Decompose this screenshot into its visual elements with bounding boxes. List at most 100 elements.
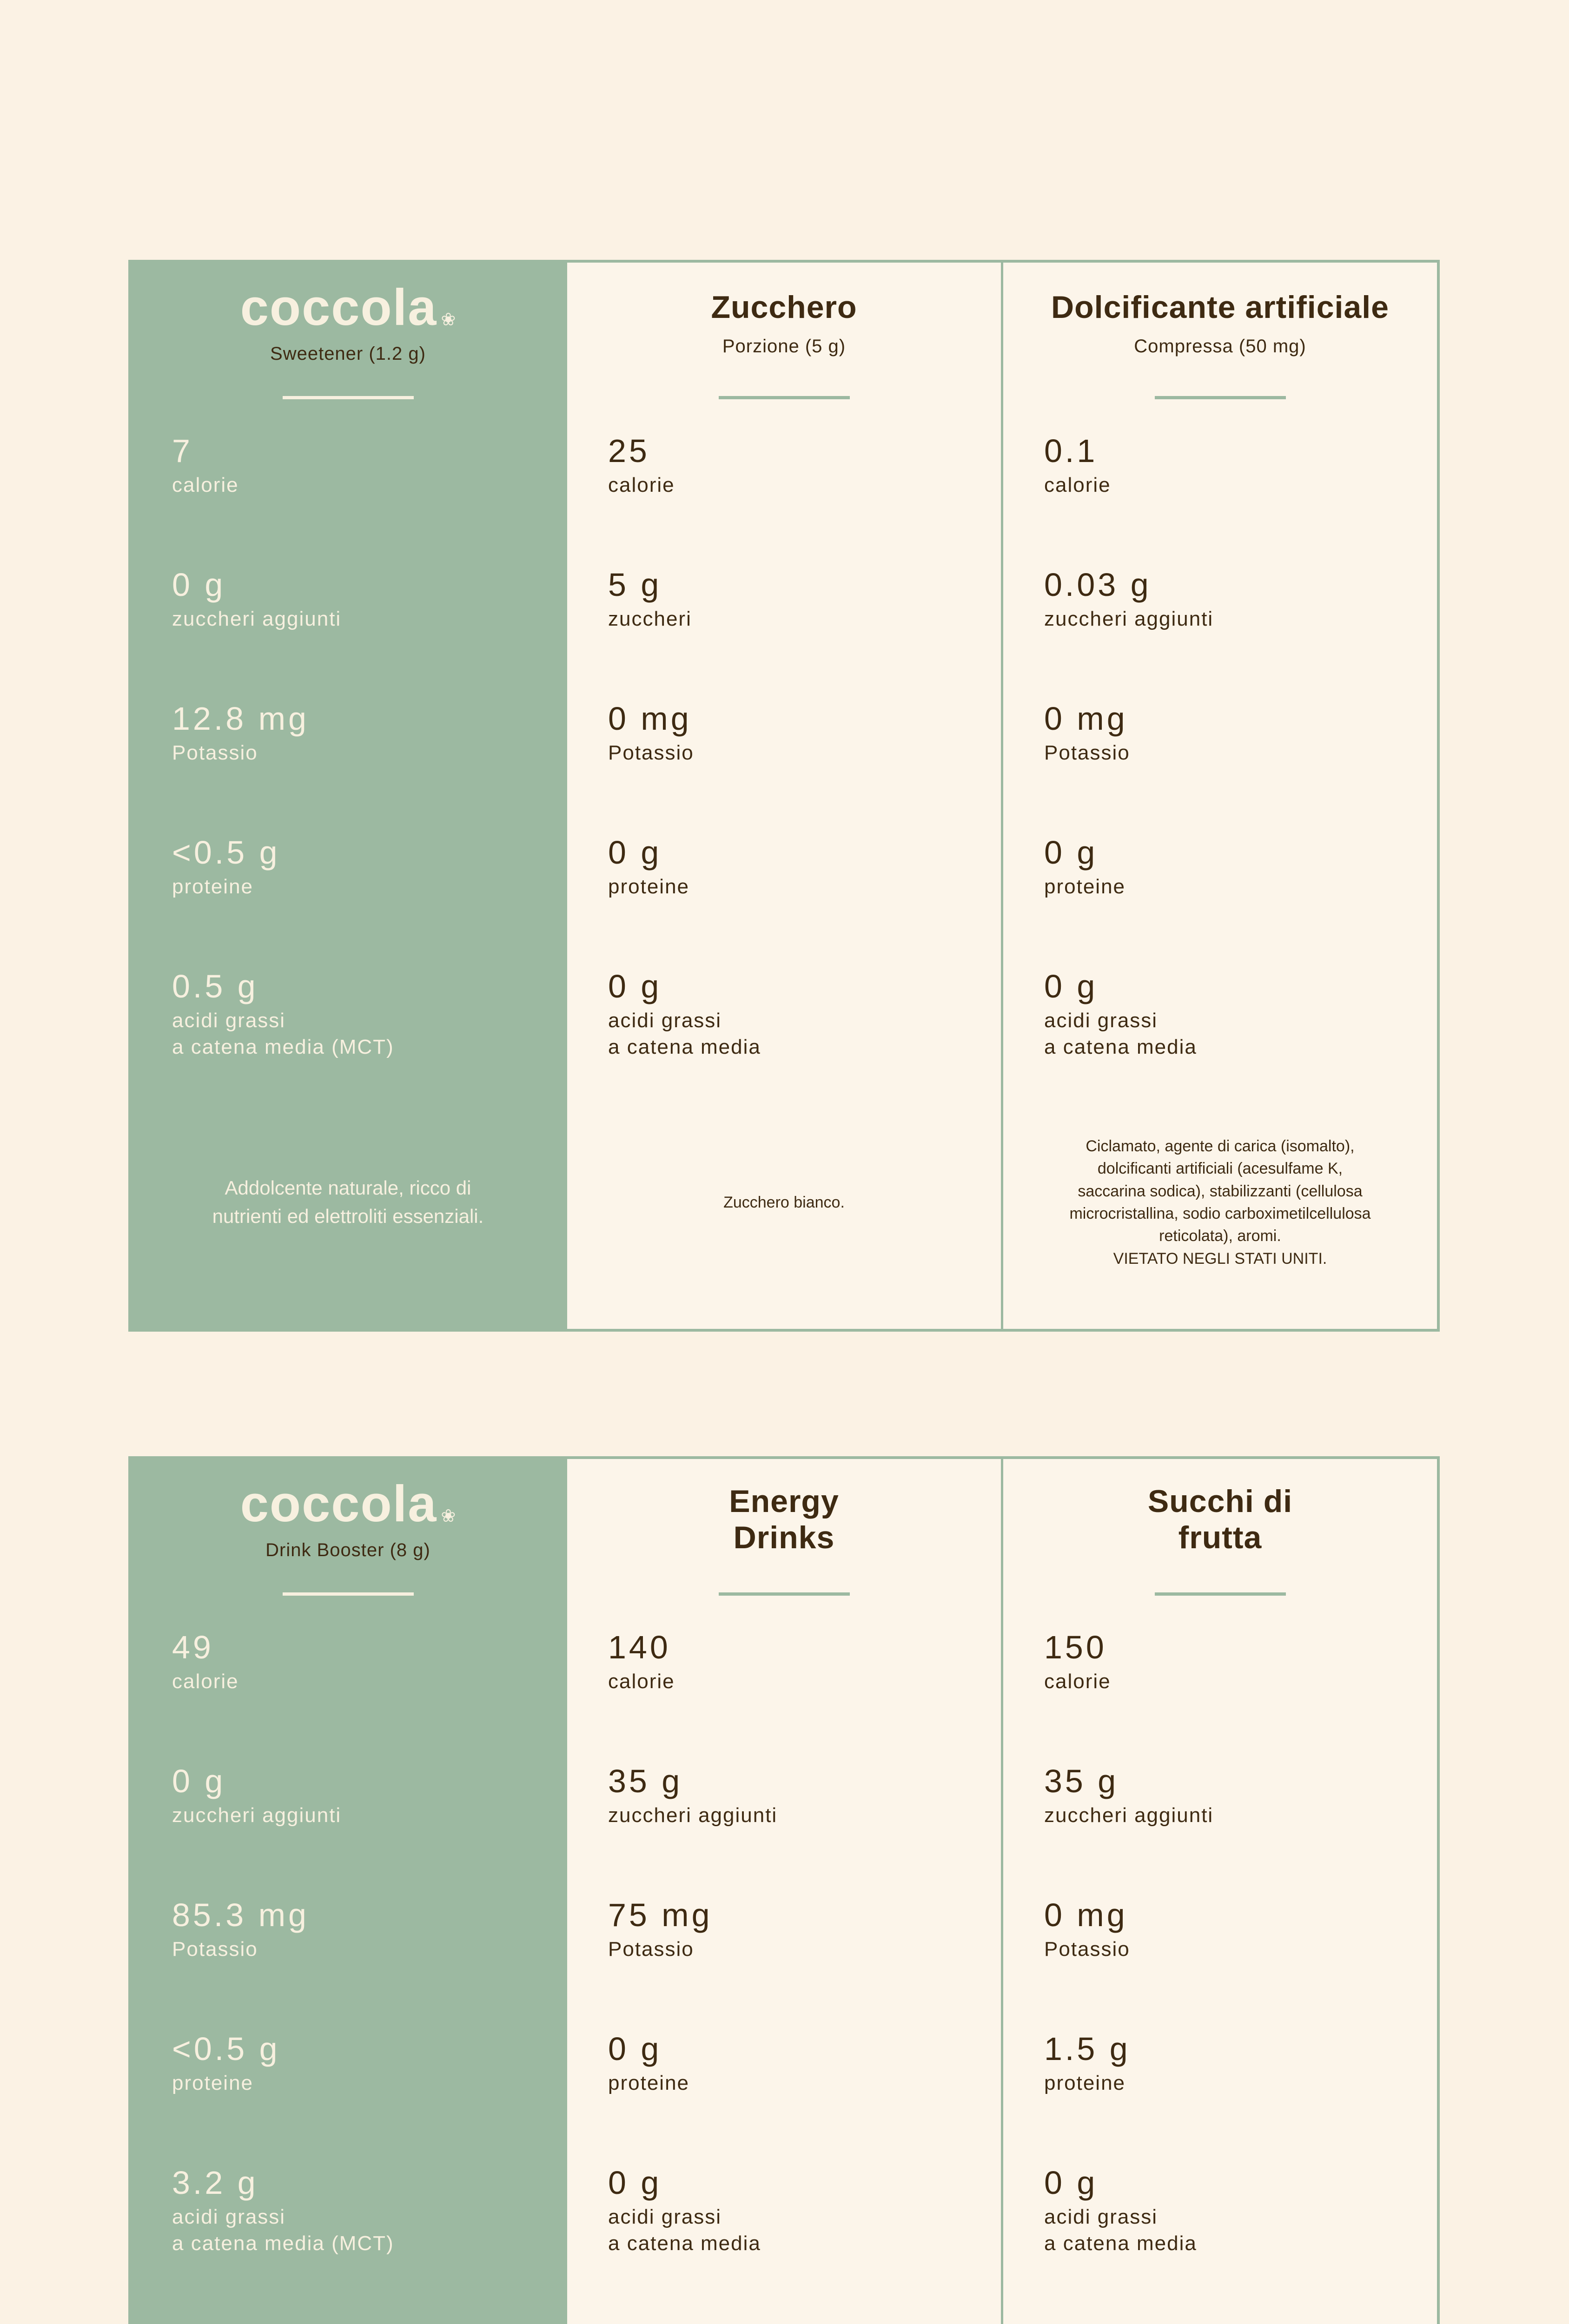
stat-mct: 0 g acidi grassi a catena media	[1044, 2166, 1418, 2300]
stat-label: Potassio	[1044, 1938, 1130, 1961]
note-text: Zucchero bianco.	[723, 1193, 845, 1211]
flower-icon: ❀	[441, 1506, 456, 1526]
column-artificial-sweetener: Dolcificante artificiale Compressa (50 m…	[1001, 263, 1437, 1329]
column-header: Dolcificante artificiale Compressa (50 m…	[1003, 263, 1437, 425]
stat-value: 150	[1044, 1629, 1107, 1665]
stat-protein: 0 g proteine	[608, 836, 982, 970]
note-text: Addolcente naturale, ricco di nutrienti …	[212, 1177, 484, 1227]
stat-protein: 0 g proteine	[1044, 836, 1418, 970]
stat-value: 0 g	[172, 1763, 226, 1799]
stat-value: 25	[608, 433, 650, 469]
stat-label: Potassio	[1044, 741, 1130, 764]
stat-protein: 0 g proteine	[608, 2033, 982, 2166]
column-fruit-juices: Succhi di frutta 150 calorie 35 g zucche…	[1001, 1459, 1437, 2324]
stat-label: Potassio	[608, 1938, 694, 1961]
stats-list: 49 calorie 0 g zuccheri aggiunti 85.3 mg…	[131, 1631, 565, 2300]
stat-value: 12.8 mg	[172, 700, 309, 737]
column-title: Zucchero	[711, 290, 857, 325]
stat-potassium: 12.8 mg Potassio	[172, 702, 546, 836]
stat-value: 7	[172, 433, 193, 469]
stat-value: 0 g	[608, 834, 662, 871]
stat-value: 0 g	[1044, 968, 1098, 1004]
stat-potassium: 75 mg Potassio	[608, 1899, 982, 2033]
stat-label: proteine	[172, 875, 254, 898]
stat-label: acidi grassi a catena media (MCT)	[172, 2205, 394, 2255]
stat-potassium: 0 mg Potassio	[608, 702, 982, 836]
stats-list: 25 calorie 5 g zuccheri 0 mg Potassio 0 …	[567, 435, 1001, 1104]
stat-added-sugar: 0 g zuccheri aggiunti	[172, 1765, 546, 1899]
stat-mct: 0.5 g acidi grassi a catena media (MCT)	[172, 970, 546, 1104]
comparison-card-drink-booster: coccola ❀ Drink Booster (8 g) 49 calorie…	[128, 1456, 1440, 2324]
note-text: Ciclamato, agente di carica (isomalto), …	[1069, 1137, 1371, 1268]
stat-calories: 140 calorie	[608, 1631, 982, 1765]
stat-label: proteine	[1044, 875, 1126, 898]
serving-size-label: Porzione (5 g)	[722, 336, 846, 357]
brand-logo: coccola	[240, 278, 437, 336]
stat-value: 35 g	[1044, 1763, 1119, 1799]
stat-sugar: 5 g zuccheri	[608, 568, 982, 702]
stat-label: calorie	[1044, 1670, 1111, 1693]
stat-label: calorie	[172, 474, 239, 496]
stat-potassium: 85.3 mg Potassio	[172, 1899, 546, 2033]
column-note: Zucchero bianco.	[567, 1104, 1001, 1329]
stat-label: proteine	[608, 2072, 690, 2094]
stat-value: 0.5 g	[172, 968, 258, 1004]
column-title: Succhi di frutta	[1147, 1483, 1293, 1555]
stat-label: Potassio	[172, 741, 258, 764]
column-header: Zucchero Porzione (5 g)	[567, 263, 1001, 425]
stat-calories: 7 calorie	[172, 435, 546, 568]
stat-mct: 0 g acidi grassi a catena media	[1044, 970, 1418, 1104]
stat-value: 49	[172, 1629, 214, 1665]
stat-value: 0 mg	[1044, 700, 1128, 737]
column-header: coccola ❀ Drink Booster (8 g)	[131, 1459, 565, 1622]
brand-logo-row: coccola ❀	[240, 1478, 456, 1530]
stat-protein: 1.5 g proteine	[1044, 2033, 1418, 2166]
stat-value: 3.2 g	[172, 2165, 258, 2201]
column-title: Energy Drinks	[729, 1483, 839, 1555]
stats-list: 150 calorie 35 g zuccheri aggiunti 0 mg …	[1003, 1631, 1437, 2300]
stat-label: acidi grassi a catena media	[608, 1009, 761, 1059]
stat-label: proteine	[1044, 2072, 1126, 2094]
header-divider	[1154, 396, 1286, 399]
stat-value: <0.5 g	[172, 2031, 280, 2067]
comparison-card-sweetener: coccola ❀ Sweetener (1.2 g) 7 calorie 0 …	[128, 260, 1440, 1332]
stat-potassium: 0 mg Potassio	[1044, 1899, 1418, 2033]
stat-mct: 3.2 g acidi grassi a catena media (MCT)	[172, 2166, 546, 2300]
stat-label: calorie	[608, 474, 675, 496]
stats-list: 140 calorie 35 g zuccheri aggiunti 75 mg…	[567, 1631, 1001, 2300]
stat-label: Potassio	[608, 741, 694, 764]
stat-label: zuccheri aggiunti	[1044, 1804, 1214, 1827]
column-header: Succhi di frutta	[1003, 1459, 1437, 1622]
stat-added-sugar: 0.03 g zuccheri aggiunti	[1044, 568, 1418, 702]
stat-value: 0 g	[608, 2165, 662, 2201]
stat-value: 1.5 g	[1044, 2031, 1131, 2067]
stat-value: 140	[608, 1629, 671, 1665]
column-energy-drinks: Energy Drinks 140 calorie 35 g zuccheri …	[565, 1459, 1001, 2324]
stat-label: zuccheri aggiunti	[1044, 607, 1214, 630]
brand-logo-row: coccola ❀	[240, 282, 456, 333]
stat-value: 0.1	[1044, 433, 1098, 469]
stat-label: calorie	[172, 1670, 239, 1693]
stat-added-sugar: 35 g zuccheri aggiunti	[608, 1765, 982, 1899]
stat-label: acidi grassi a catena media (MCT)	[172, 1009, 394, 1059]
serving-size-label: Drink Booster (8 g)	[265, 1539, 430, 1560]
stat-label: Potassio	[172, 1938, 258, 1961]
column-header: coccola ❀ Sweetener (1.2 g)	[131, 263, 565, 425]
column-brand-drink-booster: coccola ❀ Drink Booster (8 g) 49 calorie…	[131, 1459, 565, 2324]
stat-value: 0 mg	[1044, 1897, 1128, 1933]
stat-added-sugar: 35 g zuccheri aggiunti	[1044, 1765, 1418, 1899]
header-divider	[282, 396, 414, 399]
stat-value: 0 g	[172, 567, 226, 603]
serving-size-label: Sweetener (1.2 g)	[270, 343, 426, 364]
stat-label: acidi grassi a catena media	[1044, 2205, 1197, 2255]
stat-mct: 0 g acidi grassi a catena media	[608, 2166, 982, 2300]
stat-value: 0 g	[1044, 2165, 1098, 2201]
stat-added-sugar: 0 g zuccheri aggiunti	[172, 568, 546, 702]
stat-calories: 0.1 calorie	[1044, 435, 1418, 568]
stat-value: 0 g	[608, 2031, 662, 2067]
stat-label: zuccheri aggiunti	[172, 607, 342, 630]
stat-value: 35 g	[608, 1763, 683, 1799]
stat-potassium: 0 mg Potassio	[1044, 702, 1418, 836]
header-divider	[1154, 1592, 1286, 1596]
